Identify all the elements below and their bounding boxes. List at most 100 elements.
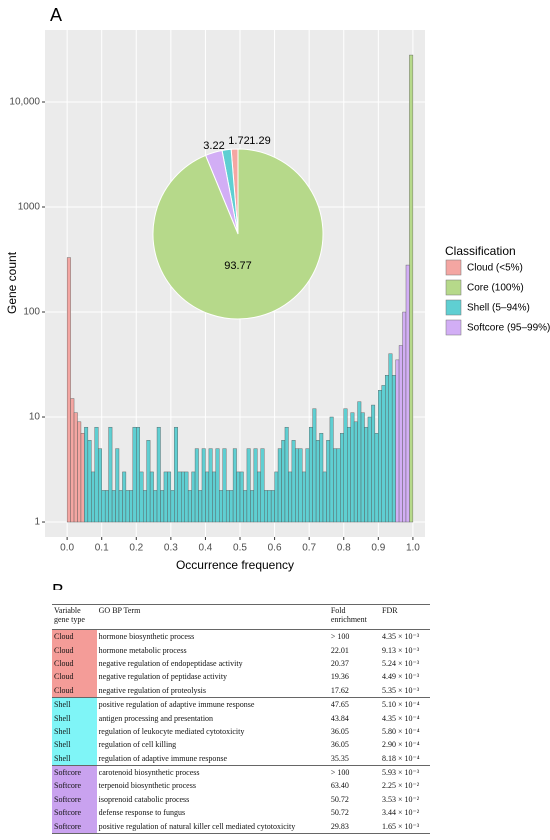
- table-cell: Softcore: [52, 779, 97, 793]
- bar: [205, 471, 210, 523]
- table-row: Softcore carotenoid biosynthetic process >…: [52, 764, 430, 780]
- table-cell: Cloud: [52, 683, 97, 698]
- bar: [270, 490, 275, 523]
- x-tick-label: 0.5: [233, 543, 247, 554]
- table-cell: defense response to fungus: [98, 808, 186, 818]
- bar: [343, 408, 348, 523]
- table-cell: 17.62: [330, 685, 349, 695]
- table-cell: 63.40: [330, 781, 349, 791]
- bar: [367, 416, 372, 523]
- table-cell: 4.35 × 10⁻³: [382, 632, 420, 642]
- bar: [288, 471, 293, 523]
- bar: [374, 433, 379, 523]
- bar: [198, 490, 203, 523]
- table-cell: Shell: [52, 738, 97, 752]
- bar: [77, 421, 82, 523]
- bar: [243, 490, 248, 523]
- bar: [104, 490, 109, 523]
- table-cell: > 100: [330, 632, 350, 642]
- bar: [225, 490, 230, 523]
- bar: [174, 426, 178, 523]
- pie-label: 1.72: [228, 135, 249, 147]
- table-header-cell: FDR: [380, 604, 430, 630]
- bar: [132, 426, 137, 523]
- bar: [222, 448, 227, 523]
- table-cell: Cloud: [52, 643, 97, 657]
- y-tick-label: 10,000: [9, 97, 40, 108]
- bar: [170, 490, 175, 523]
- bar: [177, 471, 182, 523]
- table-cell: 3.44 × 10⁻²: [382, 808, 420, 818]
- legend-swatch: [445, 299, 462, 316]
- pie-slice: [152, 148, 324, 320]
- table-cell: 50.72: [330, 808, 349, 818]
- bar: [187, 490, 192, 523]
- bar: [236, 471, 241, 523]
- panel-label: A: [50, 5, 62, 25]
- table-cell: terpenoid biosynthetic process: [98, 781, 196, 791]
- bar: [142, 490, 147, 523]
- bar: [66, 257, 71, 523]
- bar: [212, 471, 217, 523]
- bar: [250, 490, 255, 523]
- legend-label: Shell (5–94%): [467, 303, 530, 314]
- table-cell: 29.83: [328, 819, 381, 834]
- table-row: Cloud negative regulation of peptidase ac…: [52, 670, 430, 684]
- pie-label: 1.29: [249, 135, 270, 147]
- table-row: Softcore terpenoid biosynthetic process 63…: [52, 779, 430, 793]
- bar: [125, 490, 130, 523]
- y-tick-label: 100: [23, 307, 40, 318]
- bar: [336, 448, 341, 523]
- bar: [277, 448, 282, 523]
- table-cell: Cloud: [52, 670, 97, 684]
- bar: [385, 375, 389, 523]
- bar: [381, 385, 386, 523]
- bar: [302, 471, 306, 523]
- bar: [167, 471, 172, 523]
- bar: [181, 471, 185, 523]
- table-cell: Cloud: [52, 629, 97, 644]
- bar: [405, 264, 410, 523]
- bar: [246, 448, 251, 523]
- table-cell: Cloud: [52, 656, 97, 671]
- x-tick-label: 0.8: [337, 543, 351, 554]
- bar: [257, 471, 261, 523]
- table-row: Shell antigen processing and presentation…: [52, 711, 430, 725]
- bar: [253, 448, 258, 523]
- x-axis-title: Occurrence frequency: [176, 558, 294, 572]
- legend-label: Cloud (<5%): [467, 263, 523, 274]
- table-cell: Shell: [52, 751, 97, 766]
- results-table: Variable gene type GO BP Term Fold enrichm…: [52, 604, 430, 834]
- y-tick-label: 1: [34, 517, 40, 528]
- bar: [260, 448, 265, 523]
- table-cell: carotenoid biosynthetic process: [96, 764, 329, 780]
- table-cell: Softcore: [52, 819, 97, 834]
- table-cell: Softcore: [52, 806, 97, 820]
- bar: [402, 311, 407, 523]
- table-row: Shell positive regulation of adaptive imm…: [52, 696, 430, 712]
- bar: [229, 490, 234, 523]
- table-row: Shell regulation of cell killing 36.05 2.90…: [52, 738, 430, 752]
- x-tick-label: 0.0: [60, 543, 74, 554]
- table-cell: negative regulation of endopeptidase act…: [98, 658, 243, 668]
- table-cell: Softcore: [52, 764, 97, 780]
- table-row: Softcore positive regulation of natural k…: [52, 819, 430, 834]
- bar: [357, 401, 362, 523]
- table-cell: isoprenoid catabolic process: [98, 794, 190, 804]
- bar: [326, 440, 331, 523]
- bar: [267, 490, 272, 523]
- legend-swatch: [445, 279, 462, 296]
- table-cell: negative regulation of proteolysis: [98, 685, 206, 695]
- bar: [312, 408, 317, 523]
- bar: [353, 421, 358, 523]
- table-cell: 4.35 × 10⁻⁴: [382, 713, 420, 723]
- table-row: Cloud negative regulation of proteolysis 1…: [52, 683, 430, 698]
- bar: [94, 426, 99, 523]
- y-tick-label: 10: [29, 412, 41, 423]
- legend-swatch: [445, 259, 462, 276]
- bar: [298, 448, 303, 523]
- table-cell: 43.84: [330, 713, 349, 723]
- bar: [80, 433, 85, 523]
- bar: [409, 54, 414, 523]
